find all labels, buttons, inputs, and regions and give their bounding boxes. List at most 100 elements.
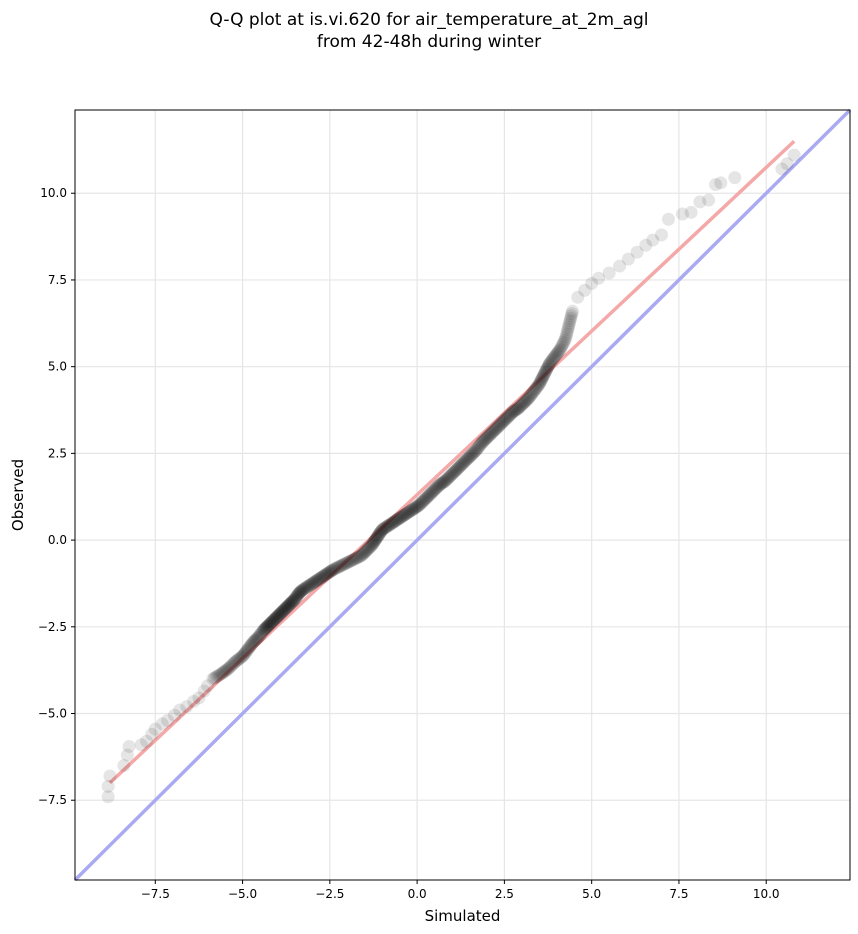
qq-point [372,528,386,542]
qq-point [621,252,635,266]
qq-point [495,416,509,430]
qq-point [454,459,468,473]
qq-point [291,587,305,601]
qq-point [435,476,449,490]
qq-point [457,455,471,469]
qq-point [512,400,526,414]
qq-point [371,529,385,543]
qq-point [334,559,348,573]
qq-point [332,560,346,574]
qq-point [368,534,382,548]
qq-point [559,330,573,344]
y-tick-label: 2.5 [48,446,67,460]
qq-point [477,433,491,447]
qq-point [284,596,298,610]
qq-point [571,290,585,304]
qq-point [117,759,131,773]
qq-point [287,593,301,607]
qq-point [503,408,517,422]
qq-point [473,438,487,452]
qq-point [557,335,571,349]
qq-point [428,483,442,497]
qq-point [560,327,574,341]
qq-point [510,402,524,416]
qq-point [206,672,220,686]
qq-point [438,474,452,488]
x-tick-label: 10.0 [753,887,780,901]
qq-point [241,642,255,656]
qq-point [192,691,206,705]
qq-point [263,616,277,630]
qq-point [351,550,365,564]
qq-point [541,360,555,374]
qq-point [309,574,323,588]
qq-point [310,574,324,588]
qq-point [523,390,537,404]
qq-point [469,444,483,458]
qq-point [558,334,572,348]
qq-point [646,233,660,247]
qq-point [337,557,351,571]
qq-point [338,557,352,571]
qq-point [217,665,231,679]
identity-line [73,108,852,882]
qq-point [531,379,545,393]
qq-point [365,537,379,551]
qq-point [505,406,519,420]
qq-point [134,738,148,752]
qq-point [449,464,463,478]
qq-point [529,382,543,396]
qq-point [303,578,317,592]
qq-point [407,501,421,515]
qq-point [220,662,234,676]
qq-point [506,405,520,419]
qq-point [393,511,407,525]
qq-point [780,157,794,171]
qq-point [173,703,187,717]
qq-point [585,276,599,290]
qq-point [265,615,279,629]
qq-point [452,460,466,474]
qq-point [350,551,364,565]
qq-point [284,596,298,610]
qq-point [560,325,574,339]
qq-point [259,621,273,635]
qq-point [518,394,532,408]
qq-point [509,403,523,417]
qq-point [522,391,536,405]
qq-point [354,549,368,563]
qq-point [514,399,528,413]
qq-point [270,610,284,624]
qq-point [148,722,162,736]
qq-point [542,357,556,371]
qq-point [401,505,415,519]
qq-point [375,524,389,538]
qq-point [377,522,391,536]
qq-point [578,283,592,297]
qq-point [359,544,373,558]
qq-point [233,651,247,665]
qq-point [397,508,411,522]
qq-point [538,367,552,381]
qq-point [306,576,320,590]
qq-point [329,561,343,575]
x-axis-label: Simulated [425,907,501,925]
qq-point [269,611,283,625]
qq-point [479,432,493,446]
qq-point [394,510,408,524]
qq-point [223,660,237,674]
qq-point [469,443,483,457]
qq-point [262,618,276,632]
qq-point [293,585,307,599]
qq-point [425,485,439,499]
qq-point [561,320,575,334]
qq-point [282,598,296,612]
qq-point [232,652,246,666]
qq-point [318,568,332,582]
qq-point [445,467,459,481]
qq-point [417,493,431,507]
qq-point [455,458,469,472]
qq-point [289,590,303,604]
qq-point [462,450,476,464]
qq-point [527,384,541,398]
